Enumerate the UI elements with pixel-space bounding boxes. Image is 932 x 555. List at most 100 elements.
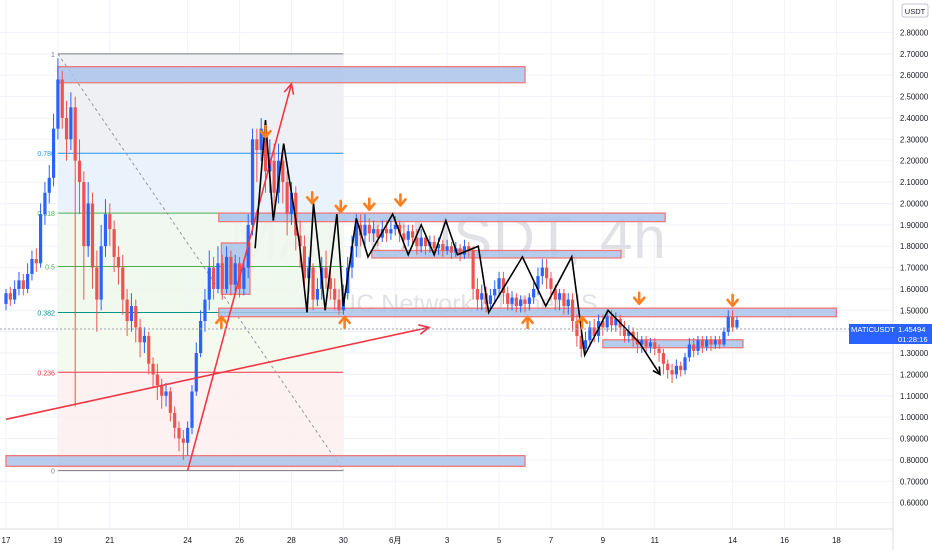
- candle-body: [160, 385, 164, 396]
- candle-body: [168, 391, 172, 413]
- fib-level-label: 0.786: [37, 151, 55, 158]
- candle-body: [108, 214, 112, 230]
- orange-down-arrow-head: [726, 298, 739, 308]
- candle-body: [679, 365, 683, 371]
- orange-up-arrow-head: [575, 315, 589, 325]
- y-tick-label: 1.60000: [900, 285, 929, 294]
- x-tick-label: 28: [287, 536, 296, 545]
- candle-body: [506, 293, 510, 304]
- candle-body: [363, 224, 367, 236]
- candle-body: [488, 295, 493, 304]
- x-tick-label: 14: [728, 536, 737, 545]
- candle-body: [311, 267, 315, 300]
- y-tick-label: 2.10000: [900, 178, 929, 187]
- fib-level-label: 0.5: [45, 265, 55, 272]
- candle-body: [164, 391, 168, 396]
- candle-body: [13, 288, 17, 300]
- candle-body: [263, 128, 268, 172]
- candle-body: [272, 160, 276, 193]
- fib-level-label: 0: [51, 469, 55, 476]
- candle-body: [735, 319, 739, 328]
- candle-body: [423, 237, 428, 247]
- x-tick-label: 3: [445, 536, 450, 545]
- candle-body: [43, 192, 47, 215]
- candle-body: [60, 79, 64, 118]
- candle-body: [134, 306, 138, 328]
- fib-band: [57, 266, 344, 313]
- candle-body: [229, 256, 233, 285]
- orange-down-arrow-head: [305, 196, 319, 205]
- orange-up-arrow-head: [521, 315, 534, 325]
- candle-body: [90, 203, 95, 268]
- candle-body: [674, 365, 678, 375]
- zone-rectangle: [218, 212, 666, 223]
- orange-down-arrow-head: [362, 202, 376, 212]
- candle-body: [588, 327, 592, 341]
- x-tick-label: 9: [601, 536, 606, 545]
- candle-body: [393, 224, 397, 230]
- candle-body: [315, 288, 319, 300]
- candle-body: [397, 224, 402, 234]
- orange-down-arrow-head: [394, 198, 407, 207]
- candle-body: [216, 263, 220, 289]
- x-tick-label: 21: [105, 536, 114, 545]
- candle-body: [493, 288, 497, 296]
- candle-body: [566, 299, 570, 307]
- candle-body: [445, 246, 449, 251]
- candle-body: [34, 259, 38, 264]
- fib-trend-line: [57, 53, 344, 471]
- red-trend-arrow: [5, 326, 430, 421]
- candle-body: [302, 246, 307, 279]
- candle-body: [333, 288, 337, 300]
- candle-body: [579, 335, 583, 349]
- candle-body: [648, 342, 653, 347]
- candle-body: [402, 233, 406, 240]
- wave-path: [254, 120, 661, 375]
- candle-body: [64, 117, 69, 140]
- candle-body: [142, 335, 146, 343]
- y-tick-label: 2.40000: [900, 114, 929, 123]
- candle-body: [116, 256, 121, 268]
- candle-body: [17, 280, 21, 289]
- candle-body: [30, 259, 34, 274]
- candle-body: [415, 237, 419, 247]
- candle-body: [514, 297, 518, 307]
- candle-body: [38, 214, 43, 264]
- candle-body: [125, 299, 129, 321]
- y-tick-label: 2.00000: [900, 199, 929, 208]
- candle-body: [173, 412, 177, 428]
- candle-body: [103, 214, 108, 247]
- candle-body: [692, 344, 696, 351]
- candle-body: [220, 263, 224, 289]
- annotations[interactable]: [5, 82, 739, 471]
- candle-body: [540, 267, 544, 277]
- y-tick-label: 1.70000: [900, 264, 929, 273]
- candle-body: [69, 107, 73, 140]
- candles: [4, 58, 739, 460]
- candle-body: [26, 273, 30, 289]
- currency-badge[interactable]: USDT: [901, 3, 929, 18]
- candle-body: [112, 229, 116, 257]
- candle-body: [640, 340, 644, 345]
- candle-body: [527, 297, 531, 304]
- candle-body: [82, 182, 86, 247]
- candle-body: [199, 320, 203, 354]
- candle-body: [151, 363, 155, 375]
- candle-body: [549, 278, 553, 289]
- candle-body: [255, 139, 259, 151]
- candle-body: [281, 160, 285, 183]
- y-tick-label: 1.80000: [900, 242, 929, 251]
- candle-body: [592, 327, 596, 336]
- candle-body: [129, 306, 134, 321]
- candle-body: [224, 256, 229, 289]
- candle-body: [462, 246, 467, 255]
- candle-body: [21, 280, 25, 289]
- candle-body: [324, 267, 328, 279]
- x-tick-label: 19: [53, 536, 62, 545]
- candle-body: [259, 128, 263, 151]
- x-tick-label: 11: [651, 536, 660, 545]
- y-tick-label: 0.60000: [900, 499, 929, 508]
- fibonacci-retracement[interactable]: 1 0.786 0.618 0.5 0.382 0.236 0: [37, 52, 344, 476]
- y-tick-label: 0.90000: [900, 435, 929, 444]
